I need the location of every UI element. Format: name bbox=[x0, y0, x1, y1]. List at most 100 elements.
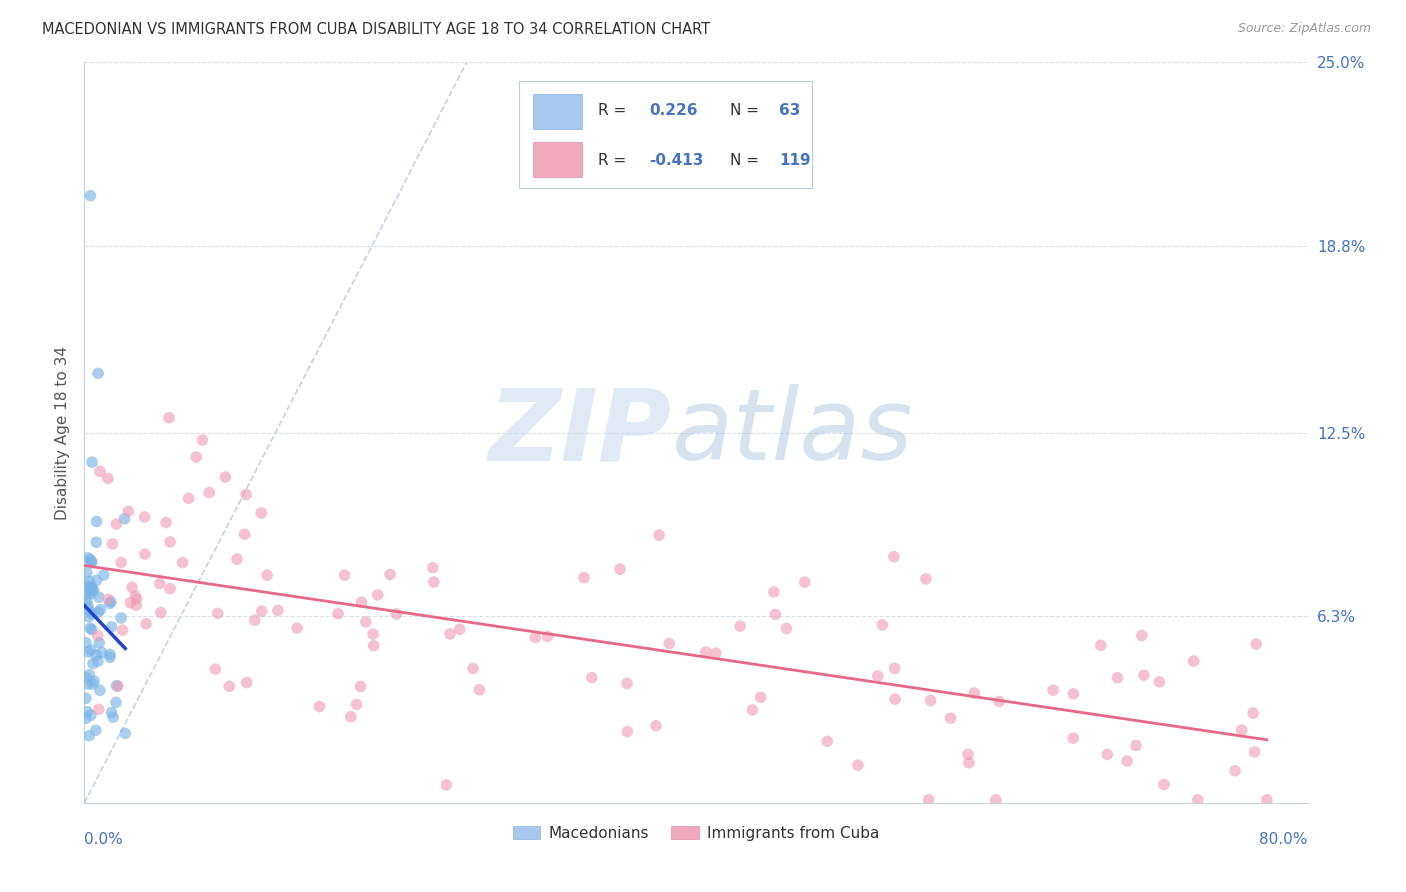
Point bbox=[82, 583, 104, 598]
Point bbox=[89, 464, 111, 478]
Point bbox=[76, 550, 98, 565]
Point bbox=[609, 562, 631, 576]
Point bbox=[79, 668, 101, 682]
Point bbox=[1187, 793, 1209, 807]
Point bbox=[125, 598, 148, 612]
Point bbox=[121, 580, 143, 594]
Point bbox=[191, 433, 214, 447]
Point bbox=[100, 620, 122, 634]
Point bbox=[76, 705, 98, 719]
Point bbox=[75, 587, 97, 601]
Point bbox=[90, 646, 112, 660]
Point bbox=[1182, 654, 1205, 668]
Text: atlas: atlas bbox=[672, 384, 912, 481]
Point bbox=[157, 410, 180, 425]
Point bbox=[361, 627, 384, 641]
Point bbox=[250, 604, 273, 618]
Point bbox=[250, 506, 273, 520]
Point bbox=[117, 504, 139, 518]
Point bbox=[436, 778, 458, 792]
Point bbox=[76, 566, 98, 580]
Text: R =: R = bbox=[598, 153, 631, 169]
Point bbox=[235, 487, 257, 501]
Point bbox=[80, 580, 103, 594]
Point bbox=[363, 639, 385, 653]
Point bbox=[468, 682, 491, 697]
Point bbox=[616, 724, 638, 739]
Point bbox=[1042, 683, 1064, 698]
Point bbox=[87, 628, 110, 642]
Point bbox=[120, 596, 142, 610]
Point bbox=[1223, 764, 1246, 778]
Point bbox=[84, 535, 107, 549]
Point bbox=[884, 692, 907, 706]
Point bbox=[82, 677, 104, 691]
Point bbox=[172, 556, 194, 570]
Point bbox=[866, 669, 889, 683]
Text: MACEDONIAN VS IMMIGRANTS FROM CUBA DISABILITY AGE 18 TO 34 CORRELATION CHART: MACEDONIAN VS IMMIGRANTS FROM CUBA DISAB… bbox=[42, 22, 710, 37]
Point bbox=[82, 583, 104, 598]
Point bbox=[159, 534, 181, 549]
Point bbox=[422, 560, 444, 574]
Point bbox=[226, 552, 249, 566]
Point bbox=[97, 471, 120, 485]
Point bbox=[1130, 628, 1153, 642]
Point bbox=[957, 756, 980, 770]
Point bbox=[883, 661, 905, 675]
Point bbox=[256, 568, 278, 582]
Point bbox=[1062, 687, 1084, 701]
Point bbox=[920, 693, 942, 707]
Point bbox=[105, 679, 128, 693]
Point bbox=[77, 609, 100, 624]
Point bbox=[80, 555, 103, 569]
Point bbox=[367, 588, 389, 602]
Point bbox=[87, 702, 110, 716]
Point bbox=[75, 670, 97, 684]
Point bbox=[114, 726, 136, 740]
Point bbox=[86, 515, 108, 529]
Point bbox=[84, 648, 107, 662]
Point bbox=[79, 188, 101, 202]
Point bbox=[75, 711, 97, 725]
Point bbox=[308, 699, 330, 714]
Point bbox=[616, 676, 638, 690]
Point bbox=[79, 552, 101, 566]
Point bbox=[77, 677, 100, 691]
Point bbox=[80, 455, 103, 469]
Point bbox=[439, 627, 461, 641]
Point bbox=[100, 706, 122, 720]
Text: N =: N = bbox=[730, 153, 763, 169]
Point bbox=[135, 616, 157, 631]
Point bbox=[1149, 674, 1171, 689]
Point bbox=[80, 623, 103, 637]
Point bbox=[97, 592, 120, 607]
Point bbox=[159, 582, 181, 596]
Text: 119: 119 bbox=[779, 153, 811, 169]
Point bbox=[105, 517, 128, 532]
Point bbox=[77, 603, 100, 617]
Point bbox=[581, 671, 603, 685]
Point bbox=[76, 594, 98, 608]
Point bbox=[658, 636, 681, 650]
Point bbox=[89, 683, 111, 698]
Point bbox=[87, 367, 110, 381]
Point bbox=[98, 596, 121, 610]
Point bbox=[762, 585, 785, 599]
Point bbox=[80, 556, 103, 570]
Point bbox=[104, 696, 127, 710]
Point bbox=[198, 485, 221, 500]
Point bbox=[79, 621, 101, 635]
Point bbox=[917, 793, 939, 807]
Point bbox=[79, 582, 101, 597]
Point bbox=[204, 662, 226, 676]
Point bbox=[963, 686, 986, 700]
Point bbox=[87, 605, 110, 619]
Text: 0.226: 0.226 bbox=[650, 103, 697, 118]
Point bbox=[80, 643, 103, 657]
Point bbox=[87, 654, 110, 668]
Point bbox=[350, 595, 373, 609]
Point bbox=[1241, 706, 1264, 720]
Point bbox=[1230, 723, 1253, 738]
Point bbox=[149, 606, 172, 620]
Point bbox=[98, 650, 121, 665]
